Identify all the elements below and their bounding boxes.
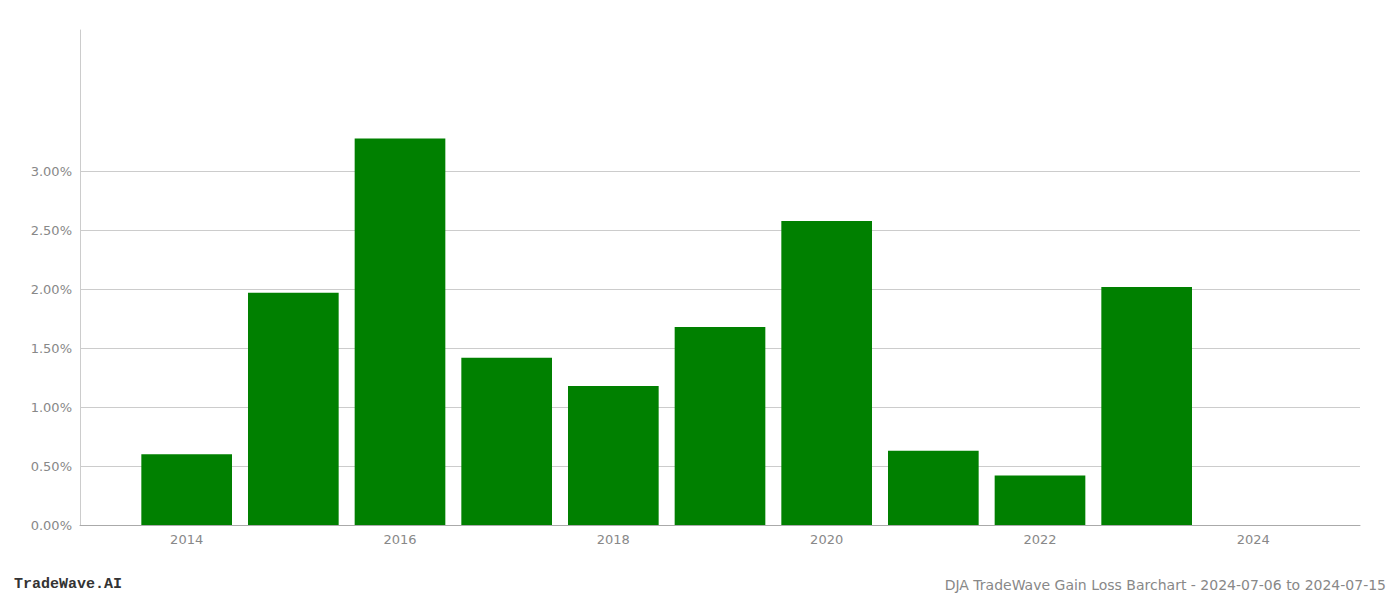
svg-text:2022: 2022 — [1023, 532, 1056, 547]
svg-text:2014: 2014 — [170, 532, 203, 547]
svg-text:0.50%: 0.50% — [31, 459, 72, 474]
svg-text:2018: 2018 — [597, 532, 630, 547]
svg-text:3.00%: 3.00% — [31, 164, 72, 179]
svg-text:0.00%: 0.00% — [31, 518, 72, 533]
svg-text:2.50%: 2.50% — [31, 223, 72, 238]
svg-text:TradeWave.AI: TradeWave.AI — [14, 576, 122, 593]
svg-text:1.50%: 1.50% — [31, 341, 72, 356]
svg-text:2.00%: 2.00% — [31, 282, 72, 297]
svg-text:2024: 2024 — [1237, 532, 1270, 547]
svg-text:2016: 2016 — [383, 532, 416, 547]
svg-text:DJA TradeWave Gain Loss Barcha: DJA TradeWave Gain Loss Barchart - 2024-… — [945, 577, 1386, 593]
svg-text:2020: 2020 — [810, 532, 843, 547]
svg-text:1.00%: 1.00% — [31, 400, 72, 415]
